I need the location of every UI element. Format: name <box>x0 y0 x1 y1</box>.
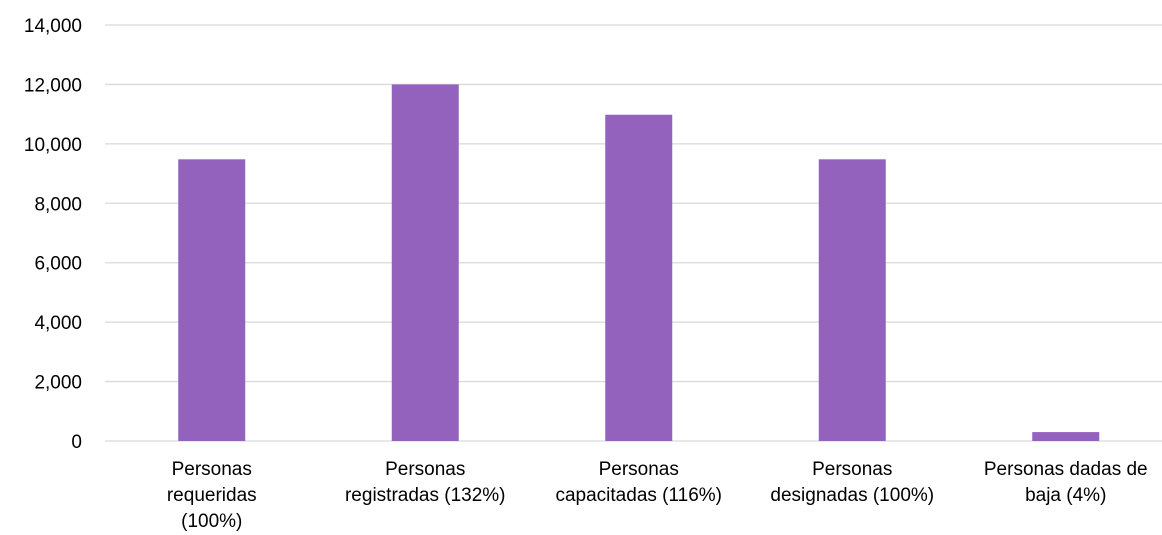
x-axis-labels: Personas requeridas (100%) Personas registra… <box>167 459 1148 532</box>
y-tick-label: 10,000 <box>24 135 82 156</box>
y-tick-label: 6,000 <box>34 254 82 275</box>
y-tick-label: 12,000 <box>24 75 82 96</box>
x-category-label: Personas dadas de baja (4%) <box>984 459 1148 506</box>
bar <box>1032 432 1100 441</box>
y-tick-label: 4,000 <box>34 313 82 334</box>
y-axis-ticks: 0 2,000 4,000 6,000 8,000 10,000 12,000 14,000 <box>24 16 82 453</box>
x-category-label: Personas requeridas (100%) <box>167 459 257 532</box>
x-category-label: Personas registradas (132%) <box>345 459 506 506</box>
y-tick-label: 8,000 <box>34 194 82 215</box>
y-tick-label: 14,000 <box>24 16 82 37</box>
x-category-label: Personas capacitadas (116%) <box>555 459 722 506</box>
x-category-label: Personas designadas (100%) <box>770 459 934 506</box>
bar <box>605 114 673 441</box>
bars <box>178 84 1100 441</box>
bar <box>178 159 246 441</box>
bar <box>391 84 459 441</box>
y-tick-label: 0 <box>71 432 82 453</box>
y-tick-label: 2,000 <box>34 373 82 394</box>
bar <box>818 159 886 441</box>
